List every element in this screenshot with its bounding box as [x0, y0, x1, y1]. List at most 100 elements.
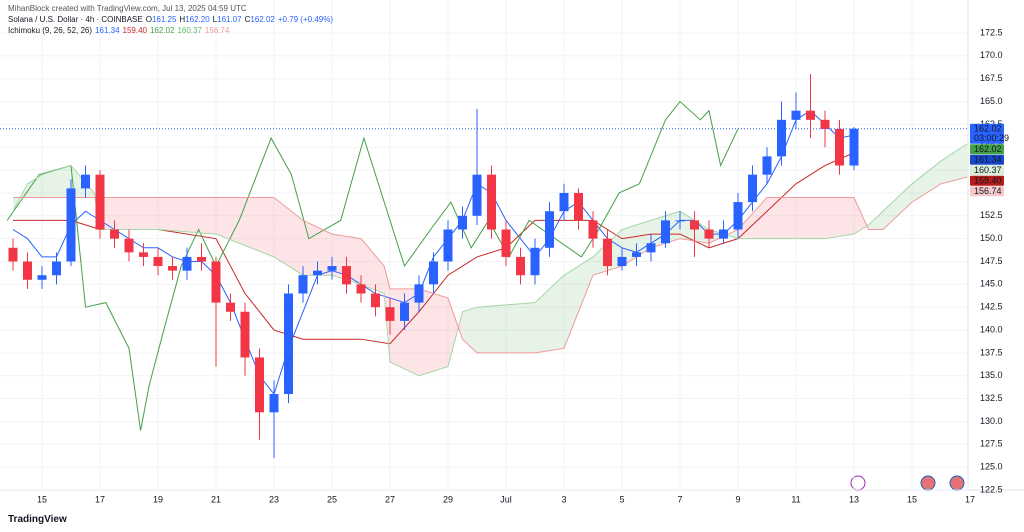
event-icon[interactable] [850, 475, 866, 491]
candle-body [182, 256, 192, 271]
candle-body [835, 128, 844, 166]
x-tick-label: 9 [735, 494, 740, 504]
candle-body [777, 119, 786, 157]
x-tick-label: 21 [211, 494, 221, 504]
candle-body [226, 302, 235, 312]
cloud [462, 307, 477, 353]
indicator-value: 162.02 [149, 26, 175, 35]
candle-body [284, 293, 293, 395]
candle-body [820, 119, 830, 129]
candle-body [327, 266, 337, 271]
price-badge-label: 159.40 [974, 176, 1002, 186]
x-tick-label: 15 [37, 494, 47, 504]
cloud [303, 220, 332, 276]
candle-body [168, 266, 177, 271]
candle-body [356, 284, 366, 294]
y-tick-label: 147.5 [980, 256, 1003, 266]
change: +0.79 (+0.49%) [277, 15, 333, 24]
ichimoku-line [13, 176, 968, 354]
candle-body [400, 302, 409, 321]
candle-body [371, 293, 380, 308]
candle-body [414, 284, 424, 303]
candle-body [762, 156, 772, 175]
candle-body [443, 229, 453, 262]
candle-body [849, 128, 859, 166]
x-tick-label: 25 [327, 494, 337, 504]
candle-body [588, 220, 598, 239]
price-badge [970, 175, 1004, 186]
candle-body [733, 202, 743, 230]
flag-icon[interactable] [949, 475, 965, 491]
candle-body [675, 220, 685, 222]
price-badge [970, 186, 1004, 197]
cloud [42, 165, 71, 198]
candle-body [240, 311, 250, 358]
price-badge-label: 162.02 [974, 144, 1002, 154]
x-tick-label: 11 [791, 494, 800, 504]
indicator-value: 160.37 [177, 26, 202, 35]
y-tick-label: 165.0 [980, 96, 1003, 106]
y-tick-label: 172.5 [980, 27, 1003, 37]
y-tick-label: 167.5 [980, 73, 1003, 83]
ohlc-key: C [244, 15, 251, 24]
candle-body [806, 110, 815, 120]
x-tick-label: 13 [849, 494, 859, 504]
indicator-value: 156.74 [204, 26, 230, 35]
flag-icon[interactable] [920, 475, 936, 491]
cloud [448, 298, 463, 367]
symbol-row: Solana / U.S. Dollar · 4h · COINBASE O161… [8, 14, 336, 25]
ichimoku-line [6, 100, 739, 431]
candle-body [153, 256, 163, 267]
cloud [825, 197, 854, 239]
candle-body [574, 192, 583, 221]
x-tick-label: 7 [677, 494, 682, 504]
candle-body [646, 243, 656, 253]
ohlc-value: 162.20 [185, 15, 210, 24]
x-tick-label: 17 [965, 494, 975, 504]
plot [0, 0, 968, 490]
legend: MihanBlock created with TradingView.com,… [8, 3, 336, 36]
cloud [883, 183, 912, 230]
cloud [158, 197, 216, 235]
ohlc-value: 161.07 [217, 15, 242, 24]
price-badge-label: 156.74 [974, 186, 1002, 196]
cloud [912, 160, 941, 203]
candle-body [545, 211, 554, 248]
candle-body [23, 261, 32, 280]
candle-body [124, 238, 134, 253]
candle-body [632, 252, 641, 257]
price-badge-label: 161.34 [974, 155, 1002, 165]
price-badge-label: 162.02 [974, 124, 1002, 134]
candle-body [298, 275, 308, 294]
candle-body [530, 247, 540, 276]
cloud [27, 174, 42, 198]
candle-body [81, 174, 90, 189]
candle-body [748, 174, 757, 203]
x-tick-label: 19 [153, 494, 163, 504]
candle-body [66, 188, 76, 262]
candle-body [704, 229, 714, 239]
indicator-row: Ichimoku (9, 26, 52, 26) 161.34 159.40 162.… [8, 25, 336, 36]
candle-body [95, 174, 105, 230]
candle-body [661, 220, 670, 244]
candle-body [458, 215, 467, 230]
price-badge [970, 165, 1004, 176]
candle-body [472, 174, 482, 216]
candle-body [617, 256, 627, 267]
y-tick-label: 122.5 [980, 484, 1003, 494]
x-tick-label: 5 [619, 494, 624, 504]
cloud [738, 197, 767, 239]
y-tick-label: 162.5 [980, 119, 1003, 129]
x-tick-label: 17 [95, 494, 105, 504]
cloud [868, 211, 883, 230]
x-tick-label: Jul [500, 494, 512, 504]
symbol: Solana / U.S. Dollar · 4h · COINBASE [8, 15, 143, 24]
price-badge [970, 154, 1004, 165]
cloud [419, 288, 448, 376]
indicator-title: Ichimoku (9, 26, 52, 26) [8, 26, 93, 35]
candle-body [791, 110, 801, 120]
indicator-value: 159.40 [122, 26, 147, 35]
candle-body [255, 357, 264, 413]
cloud [477, 302, 535, 353]
